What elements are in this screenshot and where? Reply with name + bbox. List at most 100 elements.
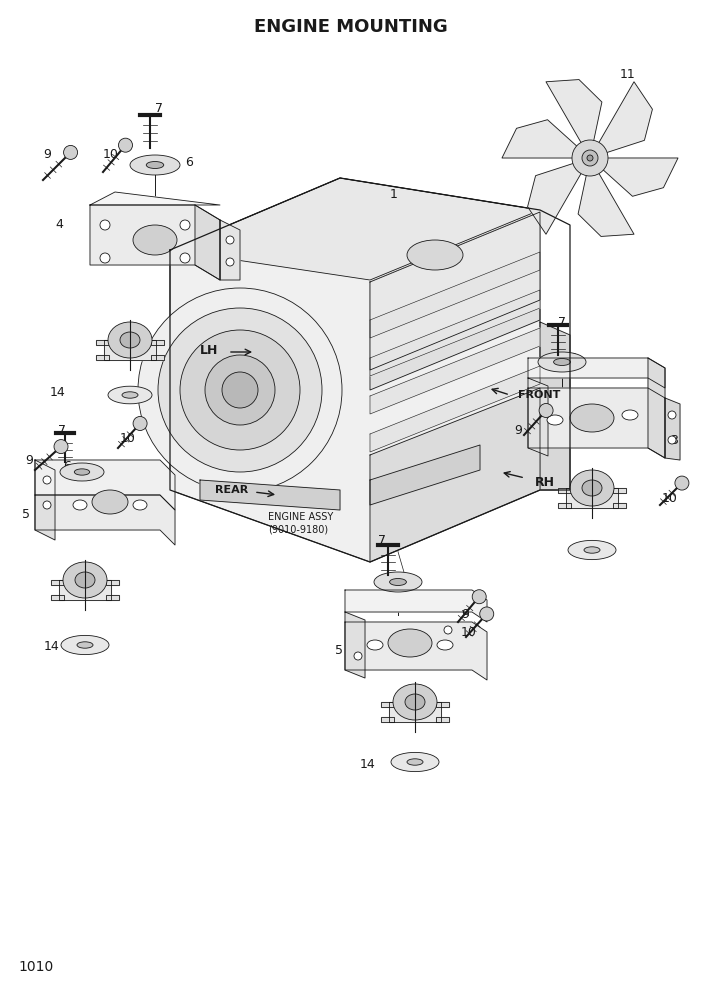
Ellipse shape [108, 386, 152, 404]
Circle shape [180, 220, 190, 230]
Circle shape [100, 253, 110, 263]
Polygon shape [613, 503, 626, 508]
Text: REAR: REAR [215, 485, 248, 495]
Ellipse shape [554, 358, 571, 365]
Circle shape [587, 155, 593, 161]
Ellipse shape [437, 640, 453, 650]
Ellipse shape [538, 352, 586, 372]
Circle shape [572, 140, 608, 176]
Polygon shape [195, 205, 220, 280]
Circle shape [205, 355, 275, 425]
Polygon shape [200, 480, 340, 510]
Text: 7: 7 [58, 424, 66, 436]
Polygon shape [381, 717, 394, 722]
Polygon shape [90, 192, 220, 205]
Ellipse shape [120, 332, 140, 348]
Text: FRONT: FRONT [518, 390, 560, 400]
Text: 9: 9 [514, 424, 522, 436]
Text: 6: 6 [63, 460, 71, 473]
Polygon shape [566, 488, 618, 508]
Polygon shape [546, 79, 602, 148]
Polygon shape [370, 328, 540, 414]
Polygon shape [436, 702, 449, 707]
Text: ENGINE MOUNTING: ENGINE MOUNTING [254, 18, 448, 36]
Circle shape [582, 150, 598, 166]
Text: 1010: 1010 [18, 960, 53, 974]
Polygon shape [370, 212, 540, 390]
Circle shape [54, 439, 68, 453]
Circle shape [226, 236, 234, 244]
Polygon shape [370, 445, 480, 505]
Ellipse shape [92, 490, 128, 514]
Polygon shape [370, 212, 540, 370]
Polygon shape [599, 158, 678, 196]
Polygon shape [578, 169, 634, 236]
Ellipse shape [374, 572, 422, 592]
Polygon shape [370, 388, 540, 562]
Polygon shape [220, 220, 240, 280]
Circle shape [539, 404, 553, 418]
Text: 14: 14 [597, 542, 613, 555]
Ellipse shape [77, 642, 93, 648]
Text: 6: 6 [378, 575, 386, 588]
Text: 3: 3 [670, 434, 678, 446]
Ellipse shape [388, 629, 432, 657]
Text: 7: 7 [558, 315, 566, 328]
Polygon shape [104, 340, 156, 360]
Polygon shape [51, 580, 64, 585]
Circle shape [180, 253, 190, 263]
Circle shape [180, 330, 300, 450]
Text: 14: 14 [50, 386, 66, 399]
Text: LH: LH [199, 344, 218, 357]
Polygon shape [665, 398, 680, 460]
Circle shape [43, 476, 51, 484]
Polygon shape [170, 178, 540, 280]
Circle shape [64, 146, 78, 160]
Ellipse shape [367, 640, 383, 650]
Polygon shape [96, 355, 109, 360]
Ellipse shape [122, 392, 138, 398]
Circle shape [479, 607, 494, 621]
Text: (9010-9180): (9010-9180) [268, 525, 328, 535]
Circle shape [119, 138, 133, 152]
Polygon shape [648, 358, 665, 458]
Circle shape [100, 220, 110, 230]
Text: RH: RH [535, 475, 555, 488]
Text: 2: 2 [108, 333, 116, 346]
Polygon shape [381, 702, 394, 707]
Polygon shape [51, 595, 64, 600]
Text: 10: 10 [120, 432, 136, 444]
Circle shape [222, 372, 258, 408]
Ellipse shape [61, 636, 109, 655]
Polygon shape [528, 388, 665, 458]
Text: 10: 10 [461, 627, 477, 640]
Circle shape [668, 411, 676, 419]
Polygon shape [96, 340, 109, 345]
Ellipse shape [393, 684, 437, 720]
Polygon shape [106, 595, 119, 600]
Ellipse shape [75, 572, 95, 588]
Ellipse shape [146, 162, 164, 169]
Circle shape [158, 308, 322, 472]
Ellipse shape [570, 404, 614, 432]
Text: 6: 6 [185, 156, 193, 169]
Text: 7: 7 [378, 534, 386, 547]
Text: 11: 11 [620, 68, 636, 81]
Polygon shape [370, 366, 540, 452]
Text: 1: 1 [390, 188, 398, 201]
Ellipse shape [584, 547, 600, 554]
Ellipse shape [108, 322, 152, 358]
Polygon shape [151, 355, 164, 360]
Circle shape [138, 288, 342, 492]
Ellipse shape [130, 155, 180, 175]
Text: 14: 14 [44, 641, 60, 654]
Ellipse shape [407, 759, 423, 765]
Text: 9: 9 [25, 453, 33, 466]
Polygon shape [345, 622, 487, 680]
Circle shape [354, 652, 362, 660]
Polygon shape [528, 358, 665, 388]
Ellipse shape [133, 225, 177, 255]
Polygon shape [35, 460, 55, 540]
Text: 5: 5 [335, 644, 343, 657]
Polygon shape [558, 503, 571, 508]
